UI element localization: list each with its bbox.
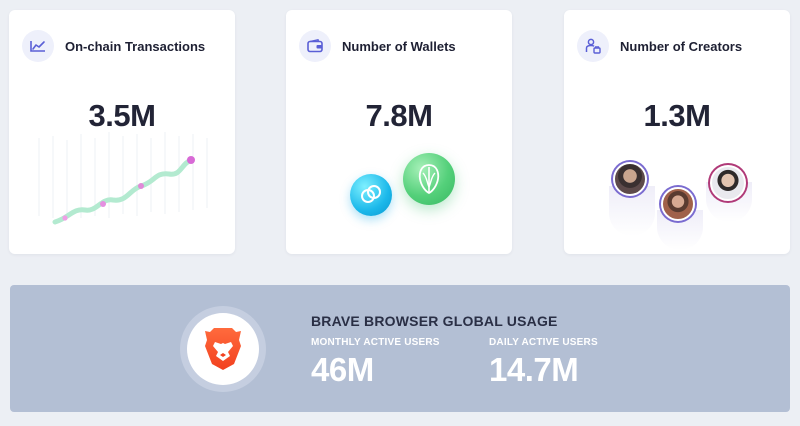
- transactions-sparkline: [38, 132, 208, 225]
- card-title: Number of Creators: [620, 38, 743, 54]
- brave-lion-logo: [187, 313, 259, 385]
- card-header: Number of Wallets: [299, 30, 456, 62]
- creators-card: Number of Creators 1.3M: [564, 10, 790, 254]
- daily-users-value: 14.7M: [489, 351, 579, 388]
- wallets-card: Number of Wallets 7.8M: [286, 10, 512, 254]
- monthly-users-value: 46M: [311, 351, 374, 388]
- transactions-card: On-chain Transactions 3.5M: [9, 10, 235, 254]
- card-title: On-chain Transactions: [65, 38, 206, 54]
- gemini-wallet-logo: [350, 174, 392, 216]
- monthly-users-label: MONTHLY ACTIVE USERS: [311, 337, 440, 348]
- card-title: Number of Wallets: [342, 38, 456, 54]
- brave-usage-banner: BRAVE BROWSER GLOBAL USAGE MONTHLY ACTIV…: [10, 285, 790, 412]
- daily-users-label: DAILY ACTIVE USERS: [489, 337, 598, 348]
- brave-logo-ring: [180, 306, 266, 392]
- creator-avatar-1: [611, 160, 649, 198]
- creators-value: 1.3M: [643, 98, 711, 133]
- banner-title: BRAVE BROWSER GLOBAL USAGE: [311, 313, 558, 329]
- trend-line-icon: [22, 30, 54, 62]
- creator-avatar-3: [708, 163, 748, 203]
- creators-icon: [577, 30, 609, 62]
- wallet-icon: [299, 30, 331, 62]
- creator-avatar-2: [659, 185, 697, 223]
- card-header: On-chain Transactions: [22, 30, 205, 62]
- card-header: Number of Creators: [577, 30, 742, 62]
- uphold-wallet-logo: [403, 153, 455, 205]
- transactions-value: 3.5M: [88, 98, 156, 133]
- wallets-value: 7.8M: [365, 98, 433, 133]
